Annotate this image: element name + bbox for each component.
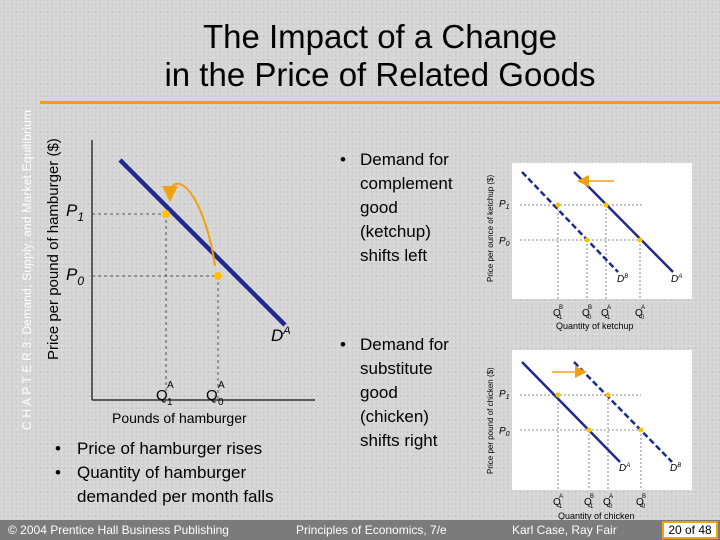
ketchup-label-db: DB	[617, 274, 628, 285]
chicken-label-da: DA	[619, 463, 630, 474]
ketchup-x-axis-label: Quantity of ketchup	[556, 321, 634, 331]
chicken-label-p0: P0	[499, 426, 510, 438]
hamburger-graph: Price per pound of hamburger ($) Pounds …	[45, 138, 315, 426]
main-x-axis-label: Pounds of hamburger	[112, 410, 247, 426]
bullet-substitute: • Demand for substitute good (chicken) sh…	[340, 335, 449, 450]
svg-text:0: 0	[641, 315, 645, 321]
ketchup-plot-bg	[512, 163, 692, 299]
main-y-axis-label: Price per pound of hamburger ($)	[45, 138, 62, 360]
svg-text:B: B	[642, 494, 646, 500]
page-number: 20 of 48	[662, 521, 718, 539]
chicken-demand-a	[521, 361, 621, 463]
svg-text:Q: Q	[553, 308, 561, 319]
label-q0: Q	[206, 387, 218, 404]
chicken-label-db: DB	[670, 463, 681, 474]
chicken-y-axis-label: Price per pound of chicken ($)	[486, 367, 495, 474]
chicken-q0a: QA 0	[603, 494, 613, 510]
svg-text:1: 1	[590, 504, 594, 510]
footer-authors: Karl Case, Ray Fair	[512, 523, 617, 537]
label-q1-sup: A	[167, 380, 174, 391]
chicken-q1b: QB 1	[584, 494, 594, 510]
ketchup-q0b: QB 0	[582, 305, 592, 321]
svg-text:Q: Q	[635, 308, 643, 319]
demand-curve-hamburger	[118, 158, 287, 327]
ketchup-q0a: QA 0	[635, 305, 645, 321]
svg-text:Q: Q	[601, 308, 609, 319]
point-p1	[162, 210, 170, 218]
svg-text:A: A	[609, 494, 613, 500]
ketchup-y-axis-label: Price per ounce of ketchup ($)	[486, 174, 495, 282]
chicken-q0b: QB 0	[636, 494, 646, 510]
title-line-1: The Impact of a Change	[202, 18, 558, 55]
label-q1-sub: 1	[167, 397, 173, 408]
label-q1: Q	[156, 387, 168, 404]
chicken-x-axis-label: Quantity of chicken	[558, 511, 635, 521]
svg-text:Q: Q	[636, 497, 644, 508]
title-underline	[40, 101, 720, 104]
ketchup-label-da: DA	[671, 274, 682, 285]
svg-text:Q: Q	[584, 497, 592, 508]
label-q0-sub: 0	[218, 397, 224, 408]
ketchup-q1b: QB 1	[553, 305, 563, 321]
svg-text:B: B	[559, 305, 563, 311]
ketchup-demand-a	[573, 171, 674, 273]
ketchup-q1a: QA 1	[601, 305, 611, 321]
svg-text:1: 1	[559, 504, 563, 510]
ketchup-label-p0: P0	[499, 236, 510, 248]
label-p1: P1	[66, 201, 84, 224]
svg-text:Q: Q	[603, 497, 611, 508]
bullet-complement: • Demand for complement good (ketchup) sh…	[340, 150, 453, 265]
svg-text:A: A	[607, 305, 611, 311]
svg-text:1: 1	[559, 315, 563, 321]
svg-text:1: 1	[607, 315, 611, 321]
footer-book: Principles of Economics, 7/e	[296, 523, 447, 537]
point-p0	[214, 272, 222, 280]
chicken-graph: Price per pound of chicken ($) Quantity …	[486, 350, 692, 521]
chicken-label-p1: P1	[499, 389, 510, 401]
svg-text:0: 0	[642, 504, 646, 510]
label-p0: P0	[66, 265, 84, 288]
movement-arrow	[162, 182, 216, 267]
svg-text:Q: Q	[553, 497, 561, 508]
label-demand-a: DA	[271, 325, 291, 345]
svg-text:0: 0	[609, 504, 613, 510]
bottom-bullets: • Price of hamburger rises • Quantity of h…	[55, 439, 274, 506]
svg-text:A: A	[641, 305, 645, 311]
svg-text:A: A	[559, 494, 563, 500]
slide-title: The Impact of a Change in the Price of R…	[100, 18, 660, 94]
chicken-q1a: QA 1	[553, 494, 563, 510]
ketchup-graph: Price per ounce of ketchup ($) Quantity …	[486, 163, 692, 331]
chicken-demand-b	[573, 361, 673, 463]
title-line-2: in the Price of Related Goods	[164, 56, 596, 93]
svg-text:0: 0	[588, 315, 592, 321]
svg-text:Q: Q	[582, 308, 590, 319]
ketchup-demand-b	[521, 171, 619, 273]
chicken-plot-bg	[512, 350, 692, 490]
label-q0-sup: A	[218, 380, 225, 391]
footer-bar	[0, 520, 720, 540]
ketchup-label-p1: P1	[499, 199, 510, 211]
svg-text:B: B	[588, 305, 592, 311]
footer-copyright: © 2004 Prentice Hall Business Publishing	[8, 523, 229, 537]
svg-text:B: B	[590, 494, 594, 500]
